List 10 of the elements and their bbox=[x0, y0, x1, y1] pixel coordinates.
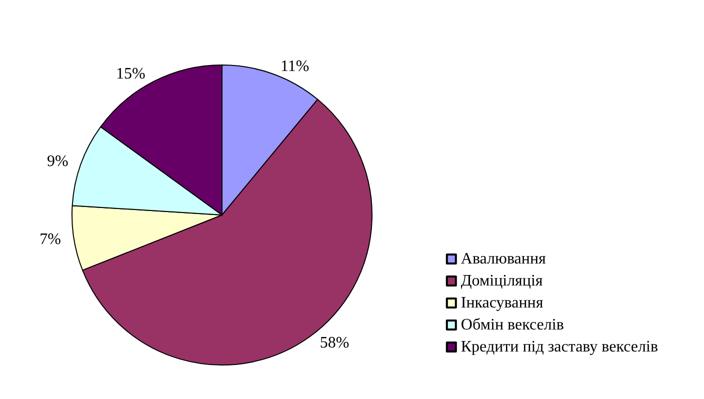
legend-label: Доміціляція bbox=[460, 272, 544, 290]
legend-label: Кредити під заставу векселів bbox=[460, 338, 658, 356]
data-label: 9% bbox=[47, 152, 68, 170]
data-label: 58% bbox=[320, 334, 350, 352]
legend-label: Інкасування bbox=[460, 294, 544, 312]
data-label: 11% bbox=[280, 58, 310, 75]
legend-label: Авалювання bbox=[460, 250, 547, 268]
data-label: 15% bbox=[116, 66, 146, 83]
data-label: 7% bbox=[40, 231, 61, 248]
legend-label: Обмін векселів bbox=[460, 316, 564, 334]
